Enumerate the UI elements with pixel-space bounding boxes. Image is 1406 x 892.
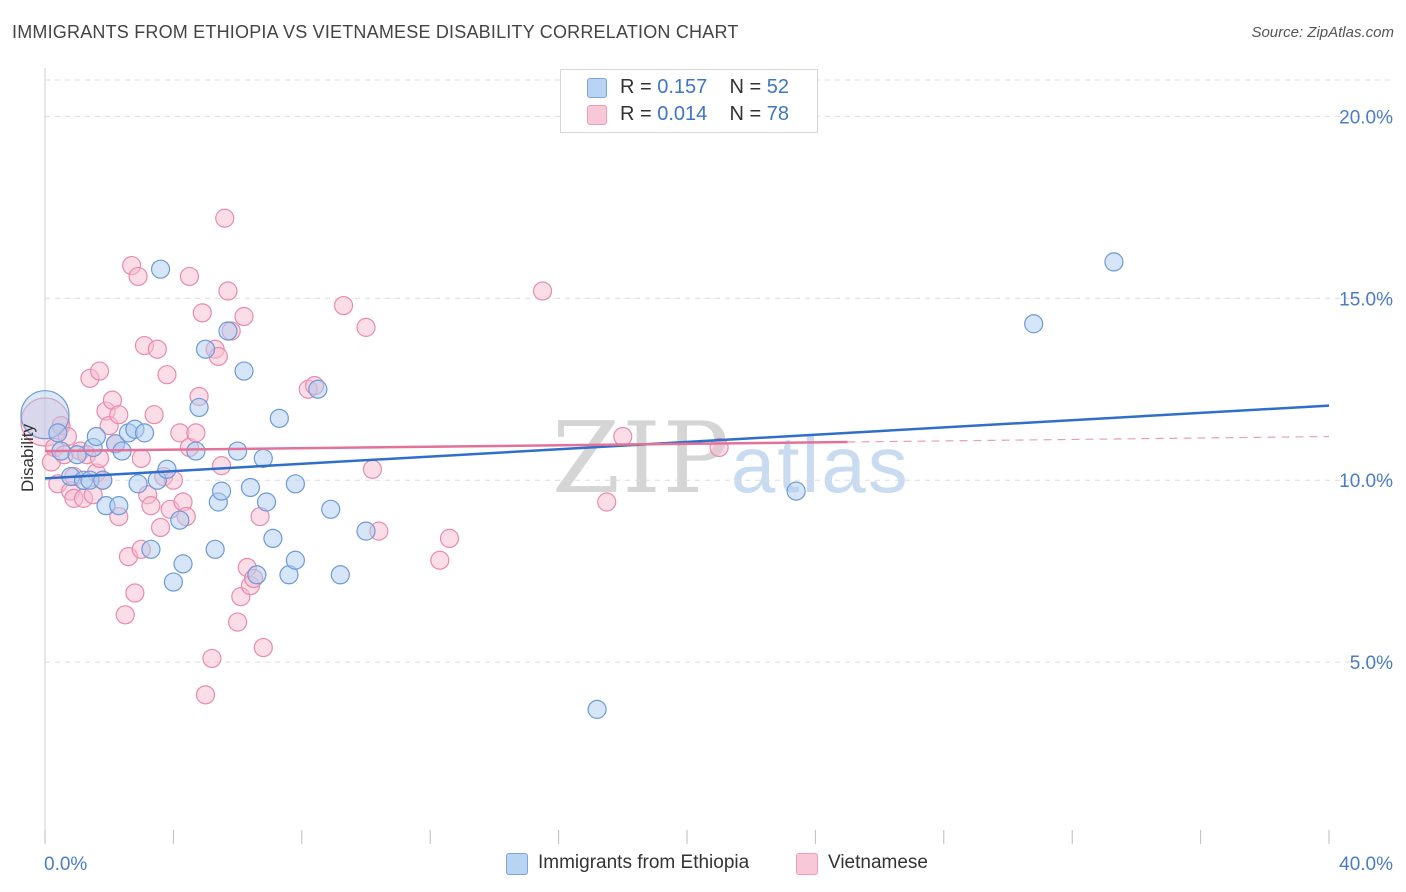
x-tick-label: 0.0% [44,854,87,875]
vietnamese-point [150,517,171,538]
watermark: ZIPatlas [552,402,910,516]
vietnamese-point [430,550,450,570]
ethiopia-point [109,496,129,516]
ethiopia-point [587,699,607,719]
vietnamese-point [218,281,238,301]
ethiopia-point [141,539,161,559]
vietnamese-point [613,426,633,447]
vietnamese-trend-line [44,440,848,453]
ethiopia-point [134,423,155,443]
ethiopia-point [163,572,183,592]
ethiopia-point [170,510,190,530]
ethiopia-point [263,528,283,549]
vietnamese-trend-line-extrapolated [847,435,1330,443]
ethiopia-point [1104,252,1124,272]
ethiopia-point [157,459,177,479]
ethiopia-point [269,408,289,428]
ethiopia-point [256,492,277,512]
vietnamese-point [597,492,617,512]
legend-n-label: N = [729,76,762,98]
vietnamese-point [195,685,216,705]
legend-r-label: R = [620,103,652,125]
legend-r-value-ethiopia: 0.157 [657,76,708,98]
ethiopia-point [195,339,216,359]
ethiopia-point [330,565,350,585]
bottom-legend-label-vietnamese: Vietnamese [828,852,928,873]
vietnamese-point [362,459,383,479]
ethiopia-point [308,379,328,399]
y-axis-title: Disability [18,423,37,492]
ethiopia-point [173,554,193,574]
legend-r-label: R = [620,76,652,98]
ethiopia-point [48,423,68,443]
ethiopia-point [128,474,148,494]
vietnamese-point [125,583,145,603]
vietnamese-point [186,423,206,443]
correlation-legend: R = 0.157 N = 52 R = 0.014 N = 78 [560,69,818,133]
ethiopia-points [20,252,1124,719]
ethiopia-point [211,481,232,501]
ethiopia-point [321,499,341,519]
vietnamese-point [228,612,248,632]
vietnamese-point [215,208,235,228]
ethiopia-point [1024,314,1044,334]
vietnamese-point [202,648,222,669]
vietnamese-point [192,303,212,323]
vietnamese-point [157,365,177,385]
legend-r-value-vietnamese: 0.014 [657,103,708,125]
ethiopia-point [247,565,267,585]
y-tick-label: 20.0% [1339,107,1393,128]
ethiopia-point [205,539,225,559]
ethiopia-point [67,445,87,465]
ethiopia-point [356,521,376,541]
vietnamese-point [253,637,273,658]
ethiopia-trend-line [44,404,1330,480]
ethiopia-point [285,550,305,570]
y-tick-label: 5.0% [1350,653,1393,674]
vietnamese-point [147,339,167,359]
chart-title: IMMIGRANTS FROM ETHIOPIA VS VIETNAMESE D… [12,22,739,42]
vietnamese-point [89,361,110,381]
vietnamese-point [109,405,129,425]
axis-labels: 5.0% 10.0% 15.0% 20.0% 0.0% 40.0% Disability [18,107,1393,875]
bottom-legend-swatch-ethiopia [506,853,528,875]
vietnamese-point [115,605,135,625]
ethiopia-point [234,361,254,381]
vietnamese-point [128,266,148,287]
ethiopia-point [86,426,106,447]
vietnamese-point [144,405,164,425]
vietnamese-point [532,281,553,301]
legend-n-value-vietnamese: 78 [766,103,790,125]
vietnamese-point [356,317,376,337]
trend-lines [44,404,1330,480]
ethiopia-point [786,481,806,501]
ethiopia-point [240,477,261,498]
y-tick-label: 10.0% [1339,471,1393,492]
vietnamese-point [333,295,354,316]
legend-swatch-vietnamese [587,105,607,125]
ethiopia-point [218,321,238,341]
ethiopia-point [228,441,248,461]
source-note: Source: ZipAtlas.com [1251,24,1394,41]
watermark-zip: ZIP [552,402,731,516]
legend-n-label: N = [729,103,762,125]
bottom-legend-label-ethiopia: Immigrants from Ethiopia [538,852,750,873]
ethiopia-point [285,474,305,494]
x-tick-label: 40.0% [1339,854,1393,875]
legend-swatch-ethiopia [587,78,607,98]
bottom-legend-swatch-vietnamese [796,853,818,875]
ethiopia-point [186,441,206,461]
legend-n-value-ethiopia: 52 [766,76,790,98]
ethiopia-point [150,259,171,279]
vietnamese-point [141,496,161,516]
vietnamese-point [179,266,200,287]
ethiopia-point [189,397,209,418]
vietnamese-point [439,528,460,549]
vietnamese-point [234,306,254,327]
vietnamese-point [211,456,232,476]
vietnamese-point [131,448,151,468]
y-tick-label: 15.0% [1339,289,1393,310]
